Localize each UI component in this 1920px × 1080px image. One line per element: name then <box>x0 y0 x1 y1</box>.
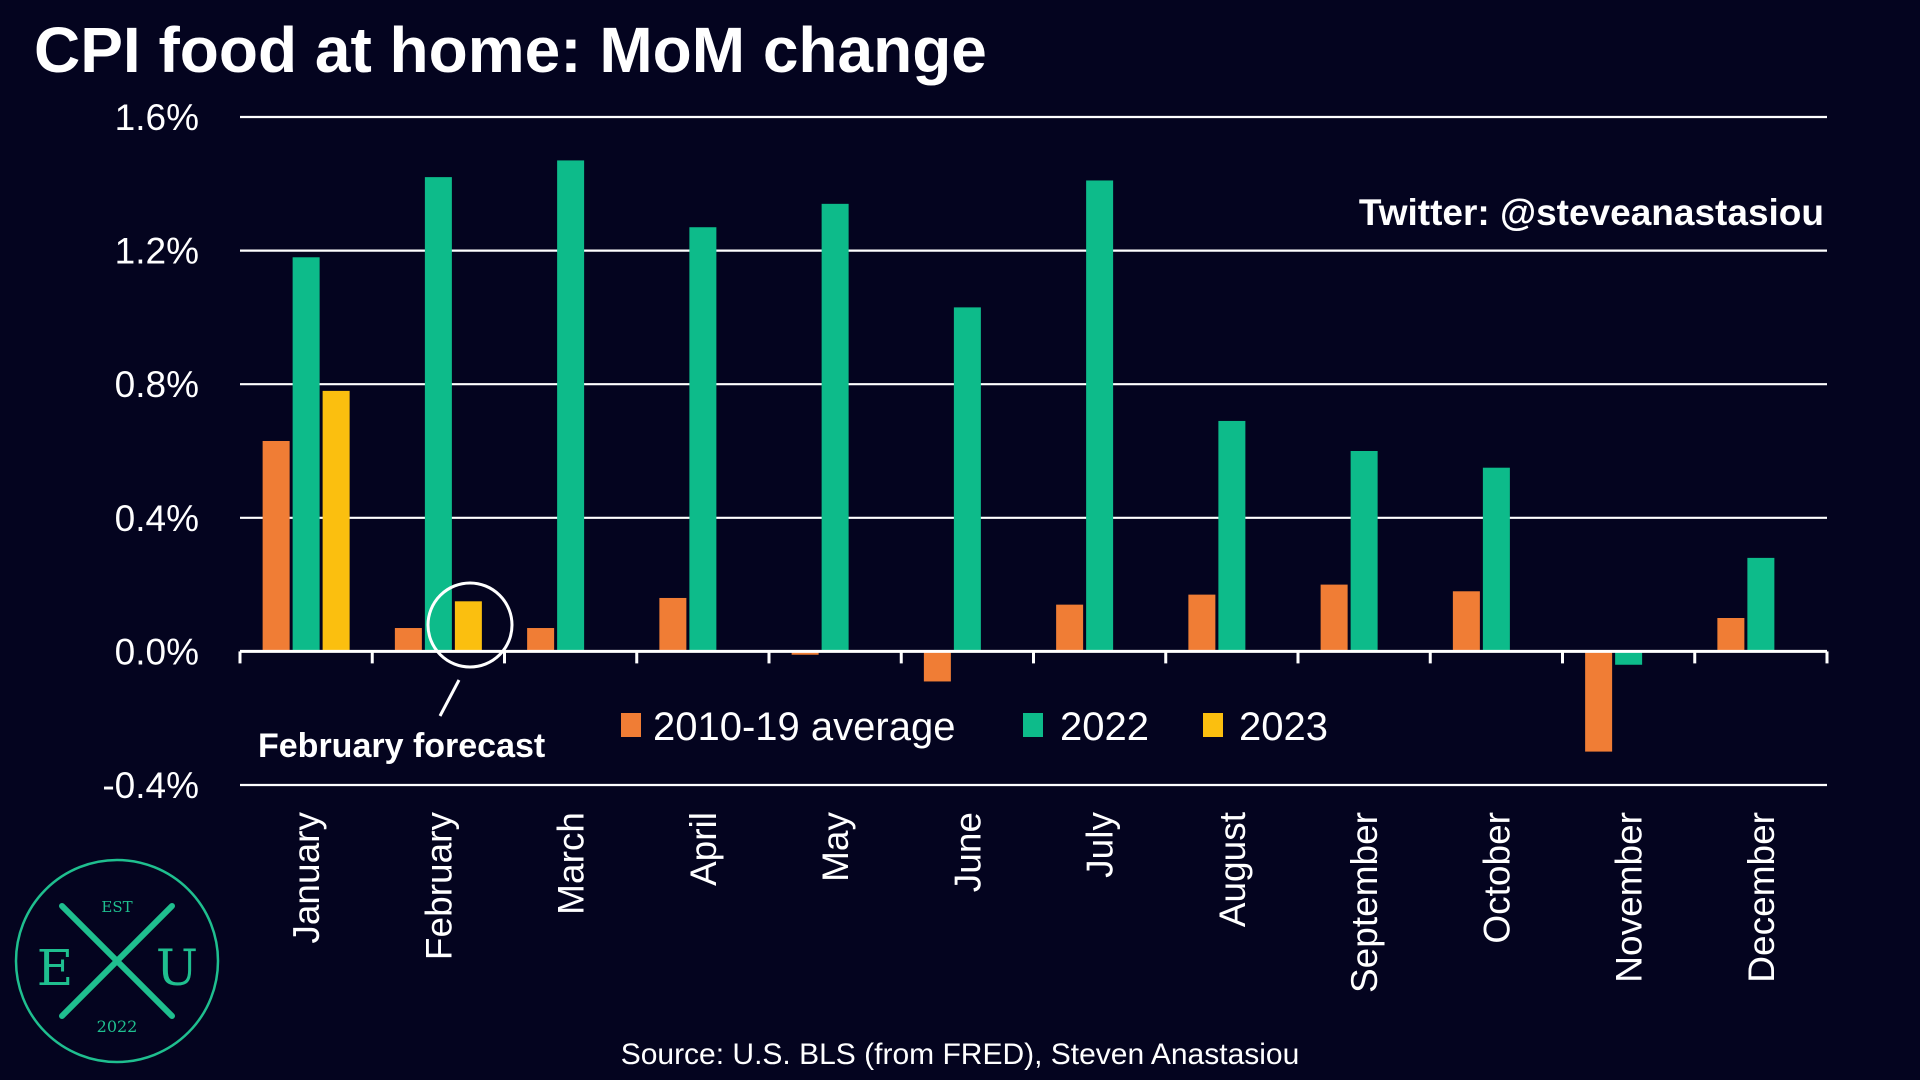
logo-year: 2022 <box>97 1017 138 1036</box>
month-label-june: June <box>947 812 988 892</box>
bar-2010-19-average-february <box>394 628 422 652</box>
y-tick-label: 1.2% <box>115 231 199 272</box>
bar-2010-19-average-may <box>791 651 819 655</box>
bar-2010-19-average-december <box>1717 618 1745 652</box>
bar-2022-june <box>953 307 981 652</box>
legend-swatch-2010-19-average <box>621 713 641 737</box>
chart-title: CPI food at home: MoM change <box>34 14 987 86</box>
y-tick-label: 0.8% <box>115 364 199 405</box>
logo-est: EST <box>101 898 132 916</box>
bar-2010-19-average-august <box>1188 594 1216 652</box>
bar-2010-19-average-june <box>923 651 951 682</box>
bar-2010-19-average-april <box>659 597 687 652</box>
twitter-credit: Twitter: @steveanastasiou <box>1359 192 1824 233</box>
logo-letter-u: U <box>156 939 198 997</box>
logo-ring <box>14 858 220 1064</box>
bar-2023-january <box>322 390 350 652</box>
bar-2010-19-average-october <box>1452 591 1480 652</box>
legend-label-2010-19-average: 2010-19 average <box>653 705 955 749</box>
forecast-pointer-line <box>438 679 461 717</box>
bar-2010-19-average-march <box>527 628 555 652</box>
bar-2010-19-average-november <box>1585 651 1613 752</box>
bar-2022-november <box>1615 651 1643 665</box>
month-label-september: September <box>1344 812 1385 993</box>
gridlines <box>240 115 1827 787</box>
month-label-november: November <box>1609 812 1650 983</box>
bar-2023-february <box>454 601 482 652</box>
legend: 2010-19 average 2022 2023 <box>621 705 1328 749</box>
source-note: Source: U.S. BLS (from FRED), Steven Ana… <box>621 1038 1300 1071</box>
bar-2022-december <box>1747 557 1775 652</box>
y-tick-label: 0.4% <box>115 498 199 539</box>
bar-2010-19-average-july <box>1056 604 1084 652</box>
bar-2022-february <box>424 177 452 652</box>
month-label-may: May <box>815 812 856 882</box>
x-axis-month-labels: January February March April May June July Augu… <box>286 811 1782 993</box>
month-label-december: December <box>1741 812 1782 983</box>
y-tick-label: -0.4% <box>102 765 199 806</box>
forecast-highlight-circle <box>426 581 514 669</box>
exu-logo: EST E U 2022 <box>14 858 220 1064</box>
legend-label-2023: 2023 <box>1239 705 1328 749</box>
legend-label-2022: 2022 <box>1060 705 1149 749</box>
month-label-january: January <box>286 812 327 944</box>
bar-2010-19-average-september <box>1320 584 1348 652</box>
legend-swatch-2022 <box>1023 713 1043 737</box>
y-tick-label: 0.0% <box>115 631 199 672</box>
month-label-july: July <box>1080 812 1121 878</box>
bar-2022-august <box>1218 420 1246 652</box>
bar-2022-april <box>689 227 717 652</box>
logo-slash-2 <box>59 903 175 1019</box>
bar-2022-january <box>292 257 320 652</box>
bar-2022-october <box>1482 467 1510 652</box>
forecast-annotation: February forecast <box>258 581 545 765</box>
month-label-april: April <box>683 812 724 886</box>
y-tick-label: 1.6% <box>115 97 199 138</box>
month-label-october: October <box>1476 812 1517 944</box>
bar-2022-may <box>821 203 849 652</box>
month-label-march: March <box>551 812 592 915</box>
bars <box>262 160 1775 752</box>
y-axis-ticks: -0.4% 0.0% 0.4% 0.8% 1.2% 1.6% <box>102 97 199 806</box>
month-label-august: August <box>1212 811 1253 927</box>
bar-2022-september <box>1350 451 1378 652</box>
bar-2022-july <box>1086 180 1114 652</box>
month-label-february: February <box>418 812 459 961</box>
bar-2010-19-average-january <box>262 440 290 652</box>
legend-swatch-2023 <box>1203 713 1223 737</box>
bar-2022-march <box>557 160 585 652</box>
logo-letter-e: E <box>37 939 74 997</box>
forecast-label: February forecast <box>258 727 545 765</box>
